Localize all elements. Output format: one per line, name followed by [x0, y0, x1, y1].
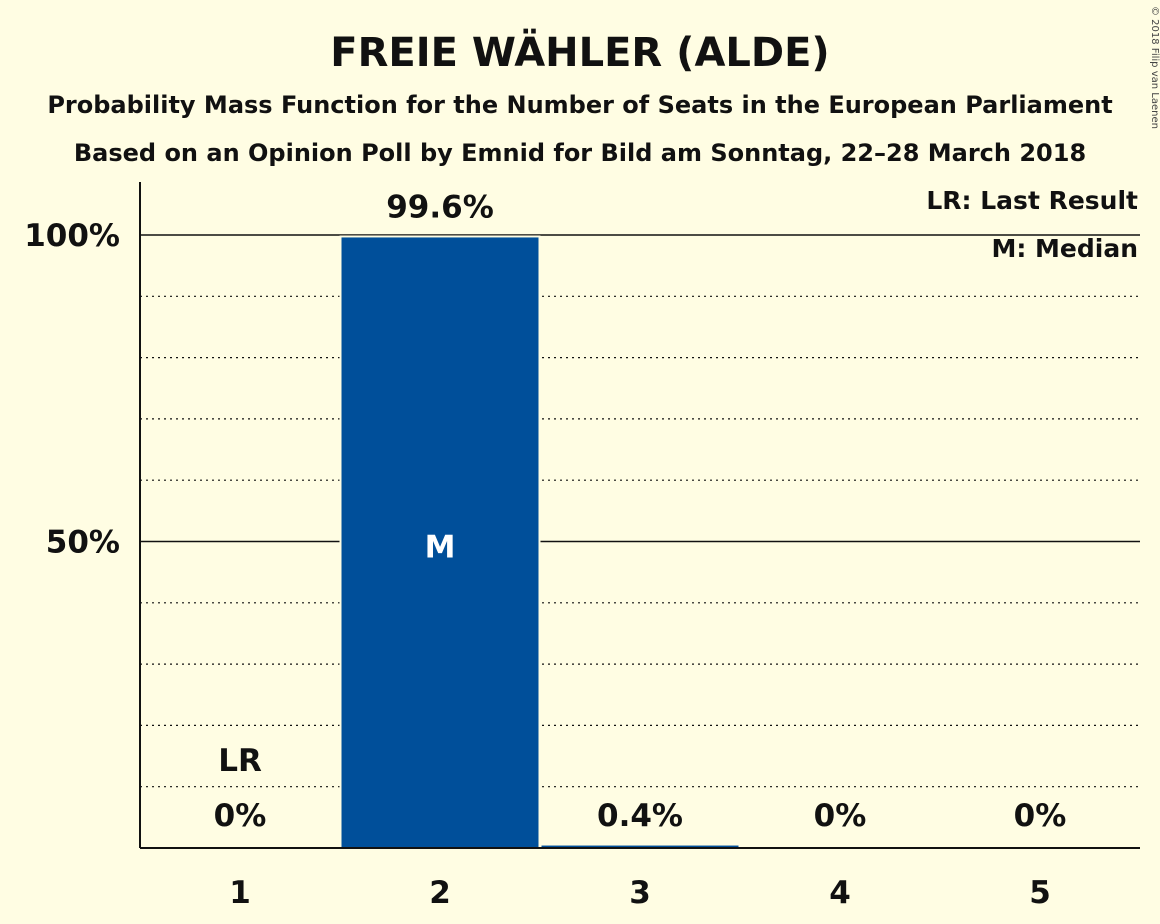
bar-seat-3 [541, 845, 739, 848]
value-label: 0% [214, 798, 267, 834]
bars [339, 235, 741, 848]
chart-title: FREIE WÄHLER (ALDE) [330, 28, 829, 76]
x-tick-label: 2 [429, 875, 451, 911]
y-tick-label: 50% [46, 525, 120, 561]
x-tick-label: 3 [629, 875, 651, 911]
x-tick-label: 5 [1029, 875, 1051, 911]
last-result-marker: LR [218, 743, 262, 779]
x-ticks: 1 2 3 4 5 [229, 875, 1051, 911]
chart-subtitle-1: Probability Mass Function for the Number… [47, 91, 1112, 119]
legend-median: M: Median [991, 234, 1138, 263]
value-label: 99.6% [386, 189, 494, 225]
copyright-text: © 2018 Filip van Laenen [1149, 6, 1160, 129]
chart-subtitle-2: Based on an Opinion Poll by Emnid for Bi… [74, 139, 1086, 167]
bar-seat-2 [341, 237, 539, 848]
grid [140, 234, 1140, 788]
value-label: 0% [814, 798, 867, 834]
y-ticks: 50% 100% [24, 218, 120, 561]
value-label: 0.4% [597, 798, 683, 834]
median-marker: M [425, 530, 456, 566]
legend-last-result: LR: Last Result [926, 186, 1138, 215]
x-tick-label: 4 [829, 875, 851, 911]
bar-labels: 0% LR 99.6% M 0.4% 0% 0% [214, 189, 1067, 834]
value-label: 0% [1014, 798, 1067, 834]
x-tick-label: 1 [229, 875, 251, 911]
y-tick-label: 100% [24, 218, 120, 254]
